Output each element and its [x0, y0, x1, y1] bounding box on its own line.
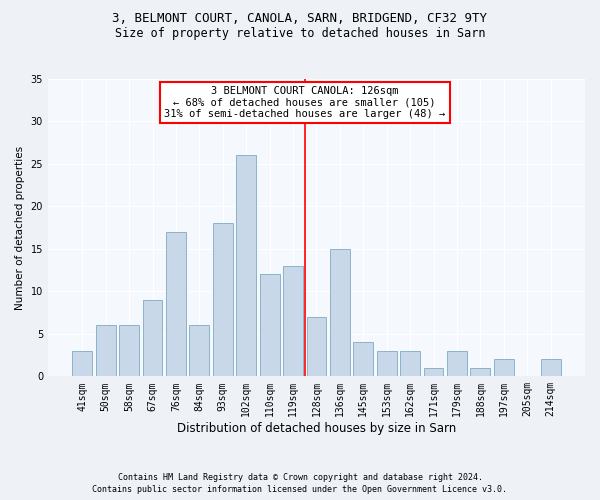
Bar [377, 351, 397, 376]
Text: Contains public sector information licensed under the Open Government Licence v3: Contains public sector information licen… [92, 485, 508, 494]
Bar [400, 351, 420, 376]
Bar [96, 326, 116, 376]
Bar [494, 360, 514, 376]
Bar [236, 156, 256, 376]
Bar [541, 360, 560, 376]
Y-axis label: Number of detached properties: Number of detached properties [15, 146, 25, 310]
Bar [213, 224, 233, 376]
Bar [143, 300, 163, 376]
Bar [447, 351, 467, 376]
Bar [166, 232, 186, 376]
Bar [190, 326, 209, 376]
Bar [307, 317, 326, 376]
Text: 3 BELMONT COURT CANOLA: 126sqm
← 68% of detached houses are smaller (105)
31% of: 3 BELMONT COURT CANOLA: 126sqm ← 68% of … [164, 86, 445, 119]
Bar [283, 266, 303, 376]
Text: 3, BELMONT COURT, CANOLA, SARN, BRIDGEND, CF32 9TY: 3, BELMONT COURT, CANOLA, SARN, BRIDGEND… [113, 12, 487, 26]
Text: Contains HM Land Registry data © Crown copyright and database right 2024.: Contains HM Land Registry data © Crown c… [118, 474, 482, 482]
Bar [73, 351, 92, 376]
X-axis label: Distribution of detached houses by size in Sarn: Distribution of detached houses by size … [177, 422, 456, 435]
Bar [330, 249, 350, 376]
Bar [353, 342, 373, 376]
Bar [260, 274, 280, 376]
Bar [470, 368, 490, 376]
Bar [424, 368, 443, 376]
Bar [119, 326, 139, 376]
Text: Size of property relative to detached houses in Sarn: Size of property relative to detached ho… [115, 28, 485, 40]
